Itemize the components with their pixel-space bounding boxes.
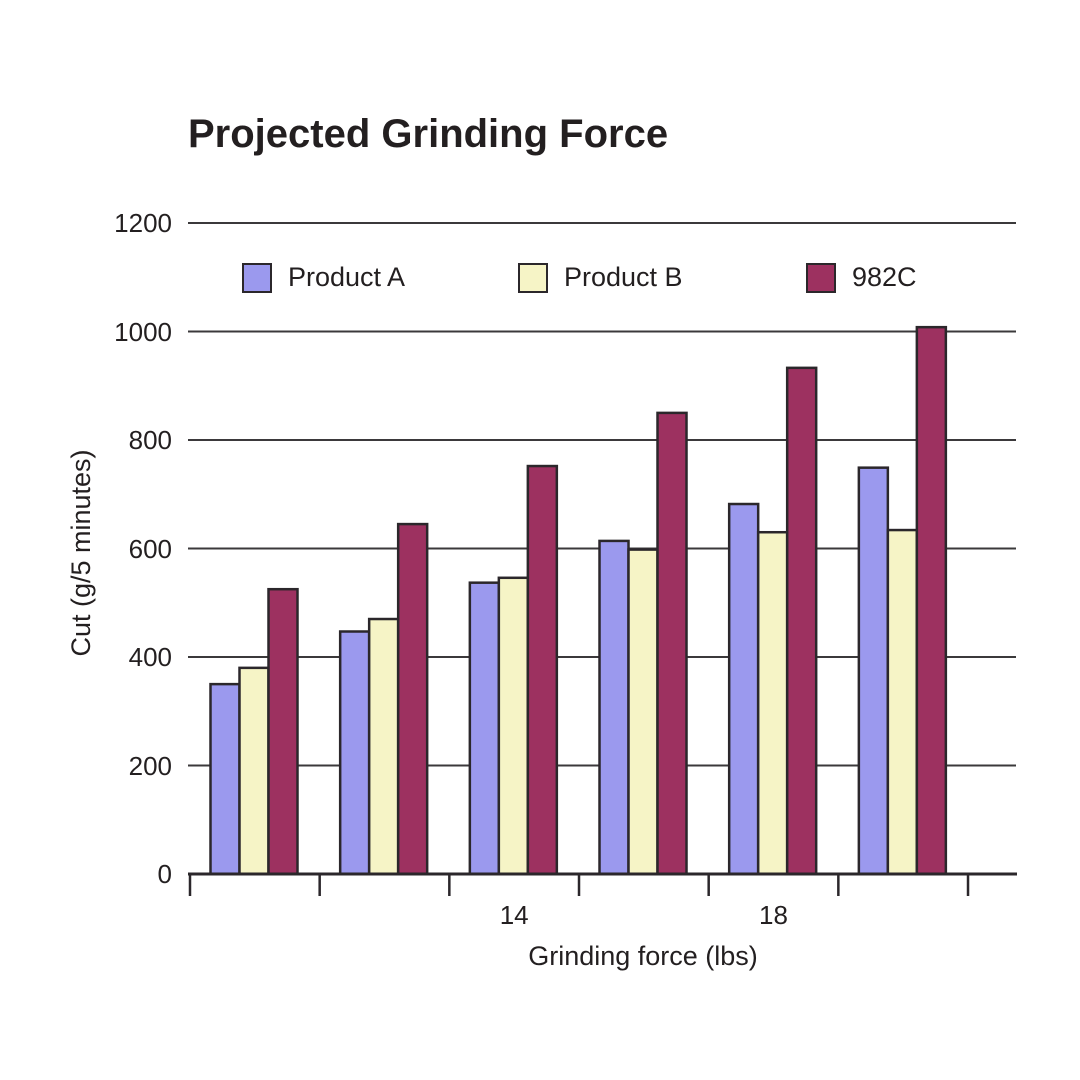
bar-series3-group4: [656, 411, 688, 876]
legend-item-1: Product A: [242, 262, 405, 293]
bar-series2-group1: [238, 666, 270, 876]
y-tick-label-200: 200: [128, 750, 172, 781]
y-tick-label-1000: 1000: [114, 316, 172, 347]
bar-series1-group6: [857, 466, 890, 876]
bar-series1-group2: [338, 630, 371, 876]
x-tick-label-18: 18: [759, 900, 788, 930]
chart-title: Projected Grinding Force: [188, 112, 669, 156]
y-axis-title: Cut (g/5 minutes): [66, 449, 96, 657]
legend-label-2: Product B: [564, 262, 683, 292]
legend-item-2: Product B: [518, 262, 683, 293]
y-tick-label-400: 400: [128, 642, 172, 672]
bar-series1-group4: [598, 539, 630, 876]
y-tick-label-600: 600: [128, 533, 172, 564]
bar-series3-group3: [526, 464, 559, 876]
bar-series3-group5: [785, 366, 818, 876]
legend-label-3: 982C: [852, 262, 917, 292]
bar-series3-group6: [915, 325, 948, 876]
y-tick-label-800: 800: [128, 425, 172, 455]
bar-series3-group2: [396, 522, 429, 876]
y-tick-label-0: 0: [157, 859, 172, 889]
y-tick-label-1200: 1200: [114, 208, 172, 238]
x-tick-label-14: 14: [499, 900, 529, 930]
bar-series1-group3: [468, 581, 501, 876]
legend-item-3: 982C: [806, 262, 917, 293]
bar-series2-group6: [886, 528, 919, 876]
legend-swatch-1: [242, 262, 272, 293]
legend-label-1: Product A: [288, 262, 406, 292]
bar-series1-group5: [727, 502, 760, 876]
bar-series2-group2: [367, 617, 400, 876]
bar-series3-group1: [267, 587, 299, 876]
bar-series2-group3: [497, 576, 530, 876]
x-axis-title: Grinding force (lbs): [528, 941, 758, 971]
bar-series2-group4: [627, 548, 659, 876]
legend-swatch-2: [518, 262, 548, 293]
bar-series2-group5: [756, 530, 789, 876]
legend-swatch-3: [806, 262, 836, 293]
bar-series1-group1: [209, 682, 241, 876]
